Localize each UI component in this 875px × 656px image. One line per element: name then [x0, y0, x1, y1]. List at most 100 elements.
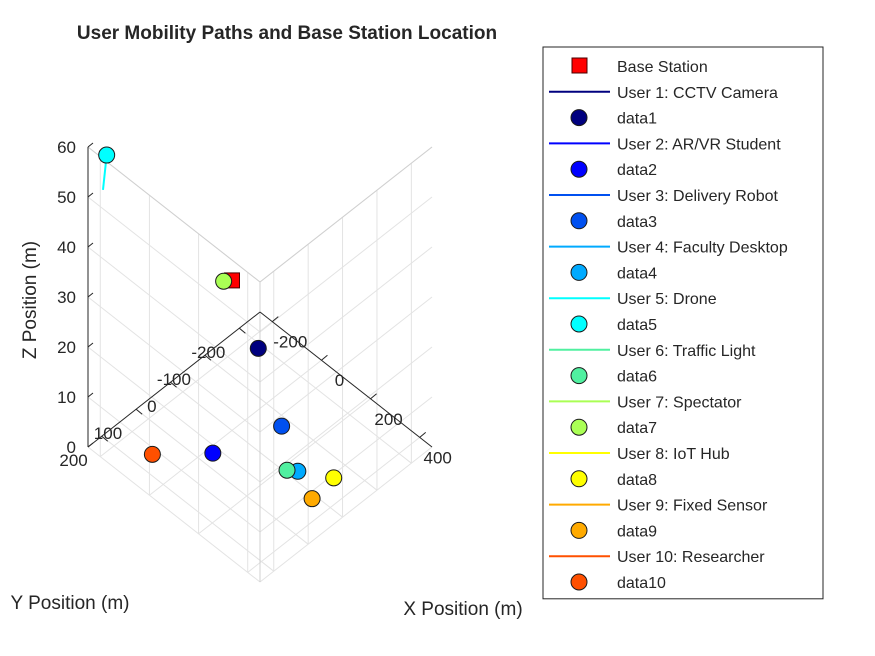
x-tick	[321, 354, 328, 361]
user-marker-1	[249, 339, 267, 357]
x-tick-label: 0	[335, 371, 344, 390]
legend: Base Station User 1: CCTV Camera data1 User…	[542, 46, 824, 600]
y-tick	[204, 354, 212, 361]
wall-gridline	[259, 446, 433, 583]
wall-gridline	[259, 296, 433, 433]
y-tick	[239, 327, 246, 334]
z-tick	[87, 442, 94, 448]
user-marker-5	[98, 146, 116, 164]
z-axis-label: Z Position (m)	[20, 241, 41, 359]
y-tick	[135, 408, 143, 415]
legend-marker-swatch-5	[570, 315, 588, 333]
box-edge	[259, 146, 433, 283]
y-tick-label: 0	[147, 397, 156, 416]
floor-gridline	[149, 359, 322, 496]
wall-gridline	[87, 446, 261, 583]
wall-gridline	[259, 246, 433, 383]
floor-gridline	[135, 408, 309, 545]
chart-title: User Mobility Paths and Base Station Loc…	[77, 23, 497, 44]
y-axis-label: Y Position (m)	[11, 593, 130, 614]
floor-gridline	[247, 436, 421, 573]
plot-axes: 01020304050602001000-100-200-2000200400Z…	[11, 138, 523, 620]
legend-marker-swatch-4	[570, 263, 588, 281]
z-tick-label: 40	[57, 238, 76, 257]
x-tick-label: 200	[374, 410, 402, 429]
z-tick-label: 10	[57, 388, 76, 407]
user-marker-9	[303, 490, 321, 508]
user-marker-10	[143, 445, 161, 463]
legend-line-label-1: User 1: CCTV Camera	[617, 85, 778, 102]
legend-marker-label-1: data1	[617, 111, 657, 128]
legend-line-label-9: User 9: Fixed Sensor	[617, 498, 768, 515]
z-tick-label: 20	[57, 338, 76, 357]
user-marker-8	[325, 469, 343, 487]
legend-line-label-8: User 8: IoT Hub	[617, 446, 730, 463]
legend-marker-label-3: data3	[617, 214, 657, 231]
x-tick-label: 400	[424, 448, 452, 467]
legend-line-label-2: User 2: AR/VR Student	[617, 136, 781, 153]
x-tick	[419, 431, 427, 438]
x-tick	[370, 393, 377, 400]
legend-line-label-6: User 6: Traffic Light	[617, 343, 756, 360]
y-tick-label: 100	[94, 424, 122, 443]
legend-box	[542, 46, 824, 600]
wall-gridline	[259, 396, 433, 533]
y-tick-label: -200	[191, 343, 225, 362]
wall-gridline	[87, 346, 261, 483]
x-tick-label: -200	[273, 333, 307, 352]
legend-marker-label-10: data10	[617, 575, 666, 592]
z-tick	[87, 392, 94, 398]
z-tick-label: 50	[57, 188, 76, 207]
floor-gridline	[99, 321, 273, 458]
z-tick	[87, 142, 94, 148]
legend-base-station-label: Base Station	[617, 59, 708, 76]
x-tick	[271, 316, 279, 323]
wall-gridline	[87, 246, 261, 383]
wall-gridline	[87, 196, 261, 333]
box-edge	[87, 146, 261, 283]
legend-line-label-7: User 7: Spectator	[617, 394, 742, 411]
y-tick-label: 200	[59, 451, 87, 470]
y-tick	[101, 435, 109, 442]
floor-gridline	[101, 435, 275, 572]
z-tick	[87, 242, 94, 248]
legend-marker-swatch-1	[570, 109, 588, 127]
z-tick-label: 30	[57, 288, 76, 307]
x-axis-line	[259, 311, 433, 448]
legend-marker-label-4: data4	[617, 265, 657, 282]
user-marker-3	[273, 417, 291, 435]
z-tick	[87, 192, 94, 198]
legend-base-station-swatch	[571, 57, 588, 74]
wall-gridline	[259, 196, 433, 333]
legend-line-label-3: User 3: Delivery Robot	[617, 188, 779, 205]
z-tick-label: 60	[57, 138, 76, 157]
user-marker-7	[215, 272, 233, 290]
legend-marker-swatch-3	[570, 212, 588, 230]
legend-marker-swatch-9	[570, 521, 588, 539]
legend-line-label-5: User 5: Drone	[617, 291, 717, 308]
floor-gridline	[204, 354, 378, 491]
user-marker-2	[204, 444, 222, 462]
legend-marker-swatch-7	[570, 418, 588, 436]
wall-gridline	[87, 396, 261, 533]
legend-marker-swatch-6	[570, 367, 588, 385]
legend-marker-label-7: data7	[617, 420, 657, 437]
legend-line-label-4: User 4: Faculty Desktop	[617, 240, 788, 257]
floor-gridline	[239, 327, 412, 464]
y-tick	[170, 381, 177, 388]
legend-marker-swatch-10	[570, 573, 588, 591]
z-tick	[87, 342, 94, 348]
legend-marker-swatch-8	[570, 470, 588, 488]
x-axis-label: X Position (m)	[403, 599, 522, 620]
plot-marks	[98, 146, 343, 508]
wall-gridline	[87, 296, 261, 433]
legend-marker-label-2: data2	[617, 162, 657, 179]
z-tick-label: 0	[67, 438, 76, 457]
y-axis-line	[87, 311, 261, 448]
z-tick	[87, 292, 94, 298]
wall-gridline	[259, 346, 433, 483]
legend-marker-label-9: data9	[617, 523, 657, 540]
legend-marker-swatch-2	[570, 160, 588, 178]
legend-marker-label-8: data8	[617, 472, 657, 489]
